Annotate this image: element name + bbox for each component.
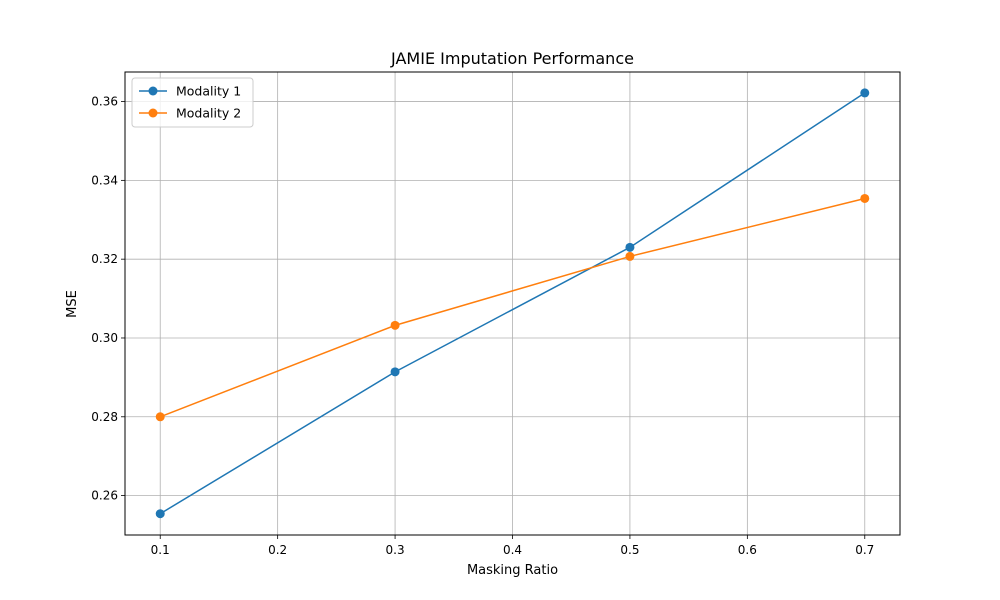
x-tick-label: 0.3	[386, 543, 405, 557]
legend: Modality 1 Modality 2	[131, 77, 254, 128]
series-line	[159, 92, 866, 515]
data-point	[860, 193, 870, 203]
series-group	[155, 88, 870, 519]
x-axis-label: Masking Ratio	[467, 563, 558, 578]
data-point	[155, 509, 165, 519]
y-axis: 0.26 0.28 0.30 0.32 0.34 0.36	[91, 95, 125, 503]
y-tick-label: 0.36	[91, 95, 118, 109]
data-point	[155, 412, 165, 422]
data-point	[625, 251, 635, 261]
grid	[125, 72, 900, 535]
legend-marker	[148, 86, 158, 96]
y-tick-label: 0.32	[91, 252, 118, 266]
legend-label: Modality 2	[176, 106, 241, 121]
y-tick-label: 0.34	[91, 173, 118, 187]
x-tick-label: 0.5	[620, 543, 639, 557]
data-point	[625, 242, 635, 252]
series-line	[159, 197, 865, 418]
series-1	[155, 88, 870, 519]
y-axis-label: MSE	[65, 290, 80, 318]
legend-marker	[148, 108, 158, 118]
x-tick-label: 0.4	[503, 543, 522, 557]
legend-item: Modality 1	[139, 84, 241, 99]
data-point	[390, 367, 400, 377]
chart-title: JAMIE Imputation Performance	[390, 49, 634, 68]
data-point	[390, 320, 400, 330]
y-tick-label: 0.26	[91, 489, 118, 503]
plot-area-frame	[124, 71, 901, 536]
data-point	[860, 88, 870, 98]
y-tick-label: 0.28	[91, 410, 118, 424]
x-tick-label: 0.2	[268, 543, 287, 557]
x-axis: 0.1 0.2 0.3 0.4 0.5 0.6 0.7	[151, 535, 874, 557]
x-tick-label: 0.7	[855, 543, 874, 557]
series-2	[155, 193, 870, 422]
legend-label: Modality 1	[176, 84, 241, 99]
x-tick-label: 0.6	[738, 543, 757, 557]
x-tick-label: 0.1	[151, 543, 170, 557]
legend-item: Modality 2	[139, 106, 241, 121]
y-tick-label: 0.30	[91, 331, 118, 345]
